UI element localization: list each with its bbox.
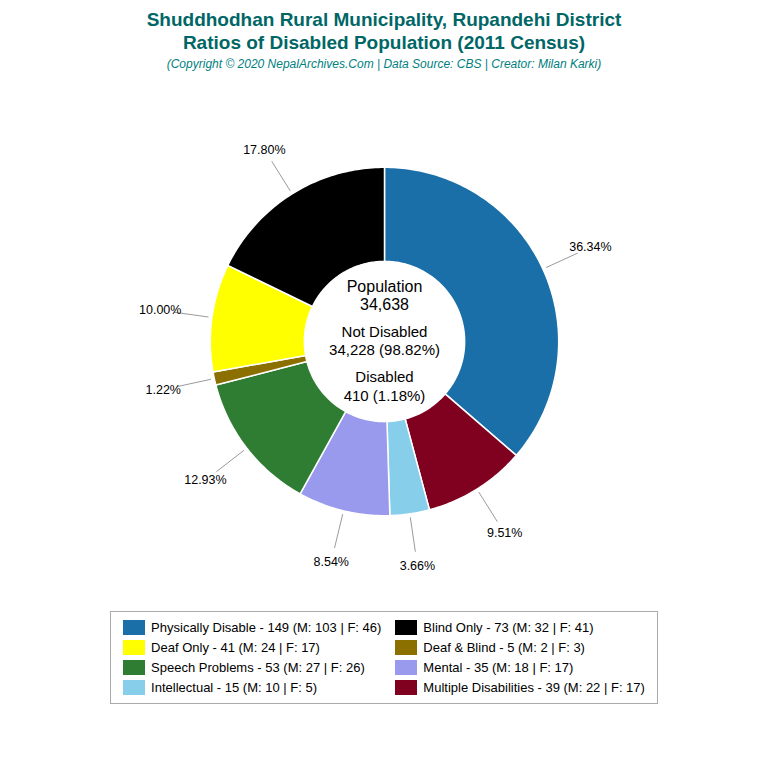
svg-text:12.93%: 12.93% (184, 473, 226, 487)
svg-text:410 (1.18%): 410 (1.18%) (344, 387, 426, 404)
svg-text:34,228 (98.82%): 34,228 (98.82%) (329, 341, 440, 358)
svg-text:Disabled: Disabled (355, 368, 413, 385)
svg-text:17.80%: 17.80% (243, 143, 285, 157)
svg-text:3.66%: 3.66% (400, 559, 435, 573)
svg-text:34,638: 34,638 (360, 296, 409, 313)
svg-text:Population: Population (347, 278, 423, 295)
html-text:Physically Disable - 149 (M: 1: Physically Disable - 149 (M: 103 | F: 46… (151, 620, 382, 635)
svg-text:10.00%: 10.00% (139, 303, 181, 317)
html-text:Speech Problems - 53 (M: 27 |: Speech Problems - 53 (M: 27 | F: 26) (151, 660, 365, 675)
svg-text:8.54%: 8.54% (313, 555, 348, 569)
html-text:Multiple Disabilities - 39 (M:: Multiple Disabilities - 39 (M: 22 | F: 1… (423, 680, 645, 695)
svg-text:Not Disabled: Not Disabled (342, 323, 428, 340)
svg-text:36.34%: 36.34% (569, 240, 611, 254)
html-text:Blind Only - 73 (M: 32 | F: 41: Blind Only - 73 (M: 32 | F: 41) (423, 620, 594, 635)
html-text:Ratios of Disabled Population: Ratios of Disabled Population (2011 Cens… (182, 32, 586, 53)
html-text:Mental - 35 (M: 18 | F: 17): Mental - 35 (M: 18 | F: 17) (423, 660, 574, 675)
svg-text:9.51%: 9.51% (487, 526, 522, 540)
html-text:Deaf Only - 41 (M: 24 | F: 17): Deaf Only - 41 (M: 24 | F: 17) (151, 640, 320, 655)
html-text:(Copyright © 2020 NepalArchive: (Copyright © 2020 NepalArchives.Com | Da… (166, 57, 602, 71)
html-text:Deaf & Blind - 5 (M: 2 | F: 3): Deaf & Blind - 5 (M: 2 | F: 3) (423, 640, 585, 655)
html-text:Shuddhodhan Rural Municipality: Shuddhodhan Rural Municipality, Rupandeh… (146, 9, 622, 30)
html-text:Intellectual - 15 (M: 10 | F:: Intellectual - 15 (M: 10 | F: 5) (151, 680, 317, 695)
svg-text:1.22%: 1.22% (145, 383, 180, 397)
